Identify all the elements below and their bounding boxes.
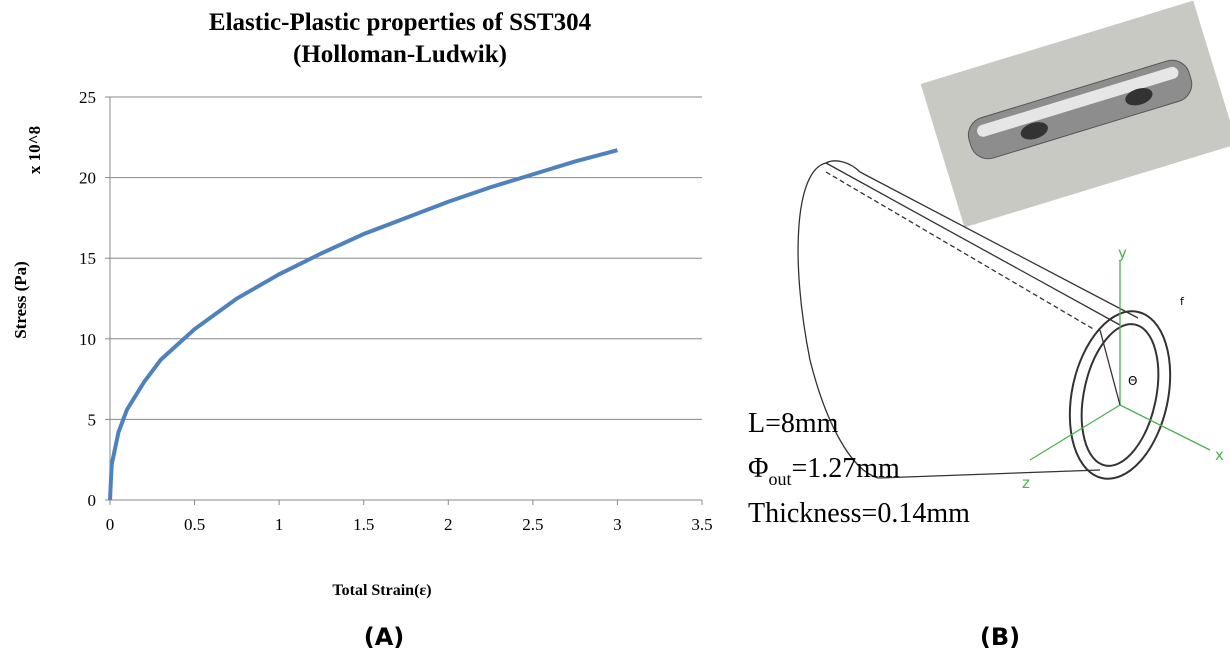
x-tick-label: 2 [444, 515, 453, 534]
panel-label: (A) [364, 623, 405, 651]
subscript: out [768, 469, 791, 489]
x-tick-label: 0 [106, 515, 115, 534]
angle-label: Θ [1128, 374, 1137, 388]
phi: Φ [748, 453, 768, 484]
photo [921, 1, 1230, 228]
x-tick-label: 3 [613, 515, 622, 534]
y-tick-label: 0 [88, 491, 97, 510]
y-tick-label: 20 [79, 169, 96, 188]
axis-letter: y [1118, 244, 1127, 262]
diameter-value: =1.27mm [791, 453, 900, 484]
x-tick-label: 0.5 [184, 515, 205, 534]
chart-title: Elastic-Plastic properties of SST304 [209, 9, 592, 36]
angle-line [1100, 330, 1120, 405]
y-tick-label: 5 [88, 410, 97, 429]
y-multiplier: x 10^8 [25, 126, 44, 174]
x-tick-label: 1 [275, 515, 284, 534]
y-axis-label: Stress (Pa) [11, 261, 30, 339]
x-tick-label: 1.5 [353, 515, 374, 534]
cylinder-edge [878, 470, 1100, 478]
y-tick-label: 15 [79, 249, 96, 268]
data-line [110, 150, 617, 500]
chart-subtitle: (Holloman-Ludwik) [293, 41, 507, 68]
axis-letter: x [1215, 446, 1224, 464]
x-tick-label: 3.5 [691, 515, 712, 534]
force-label: f [1180, 295, 1185, 308]
y-tick-label: 10 [79, 330, 96, 349]
thickness-label: Thickness=0.14mm [748, 498, 970, 529]
axis-letter: z [1022, 474, 1030, 492]
x-axis-label: Total Strain(ε) [332, 582, 431, 599]
panel-label: (B) [980, 623, 1020, 651]
length-label: L=8mm [748, 408, 839, 439]
diameter-label: Φout=1.27mm [748, 453, 900, 489]
figure: Elastic-Plastic properties of SST304 (Ho… [0, 0, 1230, 656]
y-tick-label: 25 [79, 88, 96, 107]
x-tick-label: 2.5 [522, 515, 543, 534]
